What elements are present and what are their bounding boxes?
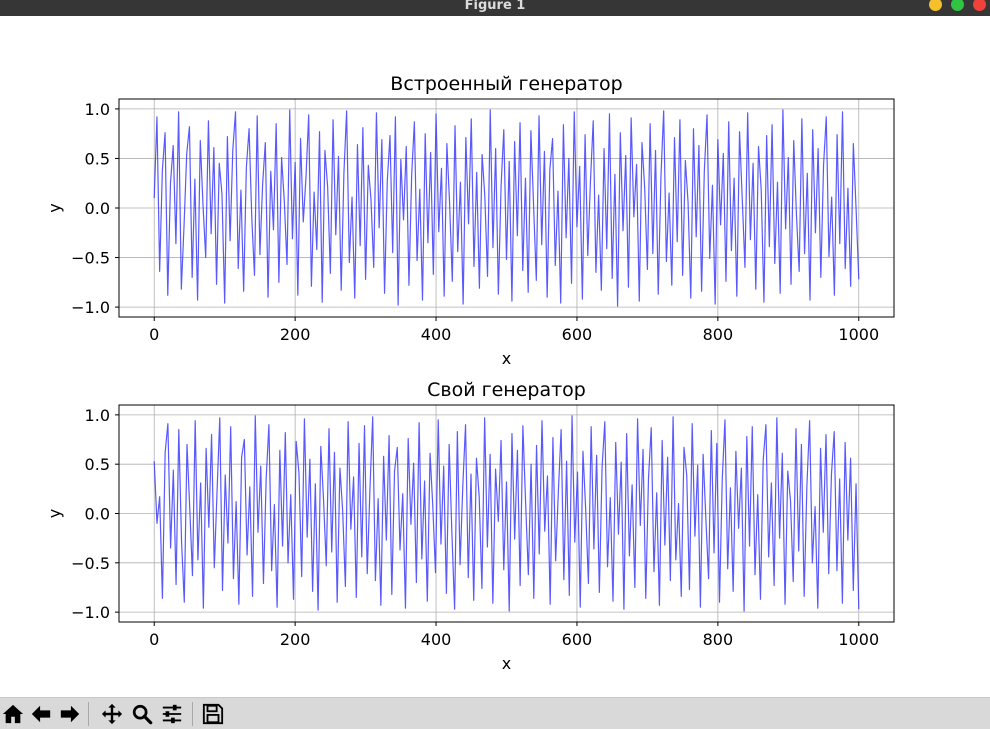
y-tick-label: 0.0 (85, 505, 110, 524)
y-tick-label: 1.0 (85, 100, 110, 119)
zoom-button[interactable] (129, 701, 154, 727)
subplot-2: 0 200 400 600 800 1000 −1.0 −0.5 0.0 0.5 1.0 Свой г… (45, 379, 895, 673)
y-tick-label: −0.5 (71, 554, 110, 573)
magnifier-icon (132, 704, 152, 725)
series-line (153, 415, 860, 612)
x-tick-label: 0 (149, 630, 159, 649)
sliders-icon (162, 704, 181, 724)
chart-title: Встроенный генератор (390, 73, 622, 95)
y-tick-label: 1.0 (85, 406, 110, 425)
y-tick-label: 0.5 (85, 149, 110, 168)
x-tick-label: 1000 (838, 325, 879, 344)
close-button[interactable] (973, 0, 986, 11)
y-axis-label: y (45, 509, 64, 518)
window-title: Figure 1 (464, 0, 526, 13)
navigation-toolbar (0, 697, 990, 729)
home-icon (2, 704, 23, 724)
arrow-left-icon (31, 705, 50, 723)
pan-button[interactable] (99, 701, 124, 727)
y-axis-label: y (45, 203, 64, 212)
y-tick-label: 0.5 (85, 455, 110, 474)
back-button[interactable] (28, 701, 53, 727)
save-button[interactable] (200, 701, 225, 727)
floppy-disk-icon (202, 703, 223, 725)
configure-subplots-button[interactable] (159, 701, 184, 727)
figure-canvas: 0 200 400 600 800 1000 −1.0 −0.5 0.0 0.5 1.0 Встрое… (45, 73, 895, 673)
x-tick-label: 800 (703, 630, 734, 649)
arrow-right-icon (60, 705, 79, 723)
y-tick-label: −1.0 (71, 603, 110, 622)
toolbar-separator (88, 702, 89, 726)
x-tick-label: 800 (703, 325, 734, 344)
move-icon (101, 703, 122, 725)
x-tick-label: 1000 (838, 630, 879, 649)
x-axis-label: x (502, 349, 511, 368)
y-tick-label: −0.5 (71, 249, 110, 268)
x-tick-label: 400 (421, 325, 452, 344)
y-tick-label: −1.0 (71, 298, 110, 317)
series-line (153, 109, 860, 307)
forward-button[interactable] (57, 701, 82, 727)
x-tick-label: 200 (280, 325, 311, 344)
x-tick-label: 200 (280, 630, 311, 649)
y-tick-label: 0.0 (85, 199, 110, 218)
window-titlebar: Figure 1 (0, 0, 990, 16)
x-tick-label: 400 (421, 630, 452, 649)
maximize-button[interactable] (951, 0, 964, 11)
x-tick-label: 0 (149, 325, 159, 344)
home-button[interactable] (0, 701, 25, 727)
x-axis-label: x (502, 654, 511, 673)
toolbar-separator (192, 702, 193, 726)
minimize-button[interactable] (929, 0, 942, 11)
x-tick-label: 600 (562, 325, 593, 344)
subplot-1: 0 200 400 600 800 1000 −1.0 −0.5 0.0 0.5 1.0 Встрое… (45, 73, 895, 368)
x-tick-label: 600 (562, 630, 593, 649)
chart-title: Свой генератор (427, 379, 586, 401)
